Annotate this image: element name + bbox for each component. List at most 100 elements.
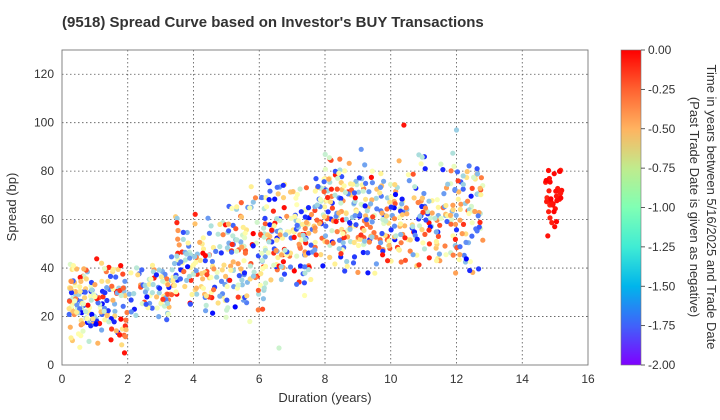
scatter-point (238, 214, 245, 220)
plot-frame (61, 49, 589, 366)
scatter-point (229, 205, 235, 211)
scatter-point (200, 276, 206, 282)
scatter-point (239, 244, 245, 250)
scatter-point (120, 285, 126, 291)
scatter-point (436, 251, 442, 257)
scatter-point (86, 338, 92, 344)
scatter-point (318, 252, 324, 258)
scatter-point (123, 317, 129, 323)
scatter-point (282, 247, 288, 253)
scatter-point (235, 282, 241, 288)
scatter-point (165, 311, 171, 317)
scatter-point (321, 179, 327, 185)
scatter-point (329, 205, 335, 211)
scatter-point (321, 189, 327, 195)
scatter-point (208, 274, 214, 280)
scatter-point (149, 305, 155, 311)
scatter-point (131, 291, 137, 297)
scatter-point (197, 257, 203, 263)
scatter-point (308, 276, 314, 283)
scatter-point (153, 272, 159, 278)
scatter-point (148, 276, 154, 282)
scatter-point (396, 158, 402, 164)
scatter-point (383, 213, 390, 219)
scatter-point (236, 273, 242, 279)
scatter-point (122, 334, 128, 340)
scatter-point (312, 207, 318, 213)
scatter-point (332, 261, 338, 267)
scatter-point (252, 195, 259, 201)
scatter-point (312, 225, 318, 231)
scatter-point (193, 259, 199, 265)
scatter-point (256, 291, 262, 297)
scatter-point (438, 161, 444, 167)
scatter-point (360, 249, 366, 256)
scatter-point (368, 174, 374, 180)
scatter-point (228, 263, 234, 269)
scatter-point (217, 221, 223, 227)
scatter-point (448, 168, 454, 174)
scatter-point (558, 190, 564, 196)
scatter-point (445, 181, 451, 187)
scatter-point (383, 218, 389, 224)
y-axis-label: Spread (bp) (4, 173, 19, 242)
scatter-point (110, 297, 116, 303)
scatter-point (224, 283, 230, 290)
scatter-point (180, 236, 186, 242)
scatter-point (549, 220, 555, 226)
scatter-point (80, 301, 86, 307)
scatter-point (376, 244, 382, 250)
scatter-point (211, 266, 217, 272)
scatter-point (457, 252, 463, 258)
scatter-point (368, 201, 374, 207)
scatter-point (128, 270, 134, 276)
scatter-point (267, 188, 273, 194)
scatter-point (206, 252, 212, 258)
scatter-point (257, 282, 263, 288)
colorbar-tick-label: -0.75 (648, 161, 676, 175)
scatter-point (275, 254, 281, 261)
scatter-point (267, 222, 273, 228)
scatter-point (298, 209, 304, 215)
scatter-point (242, 230, 248, 236)
scatter-point (343, 210, 349, 216)
scatter-point (241, 258, 247, 264)
scatter-point (358, 146, 364, 152)
scatter-point (330, 240, 336, 246)
scatter-point (467, 259, 473, 265)
scatter-point (274, 216, 280, 222)
scatter-point (88, 297, 94, 303)
colorbar-tick-label: -1.50 (648, 279, 676, 293)
scatter-point (558, 195, 564, 201)
scatter-point (312, 188, 318, 194)
scatter-point (444, 218, 450, 225)
scatter-point (305, 205, 312, 211)
scatter-point (294, 202, 300, 208)
scatter-point (210, 310, 216, 316)
scatter-point (457, 206, 463, 212)
x-tick-label: 16 (581, 372, 595, 386)
scatter-point (169, 292, 175, 298)
scatter-point (206, 230, 212, 236)
scatter-point (336, 170, 342, 176)
scatter-point (273, 247, 279, 254)
scatter-point (297, 245, 303, 251)
scatter-point (77, 274, 83, 280)
y-tick-labels: 0 20 40 60 80 100 120 (34, 67, 54, 372)
scatter-point (352, 195, 358, 201)
scatter-point (250, 243, 256, 249)
scatter-point (262, 221, 268, 227)
scatter-point (478, 175, 484, 181)
scatter-point (419, 154, 425, 160)
y-tick-label: 80 (41, 164, 55, 178)
scatter-point (118, 263, 124, 269)
scatter-point (457, 217, 463, 223)
scatter-point (355, 269, 361, 275)
scatter-point (328, 186, 334, 192)
scatter-point (353, 209, 359, 215)
scatter-point (255, 307, 261, 313)
scatter-point (466, 210, 472, 217)
scatter-point (443, 252, 449, 258)
scatter-point (192, 211, 198, 217)
scatter-point (403, 205, 409, 211)
